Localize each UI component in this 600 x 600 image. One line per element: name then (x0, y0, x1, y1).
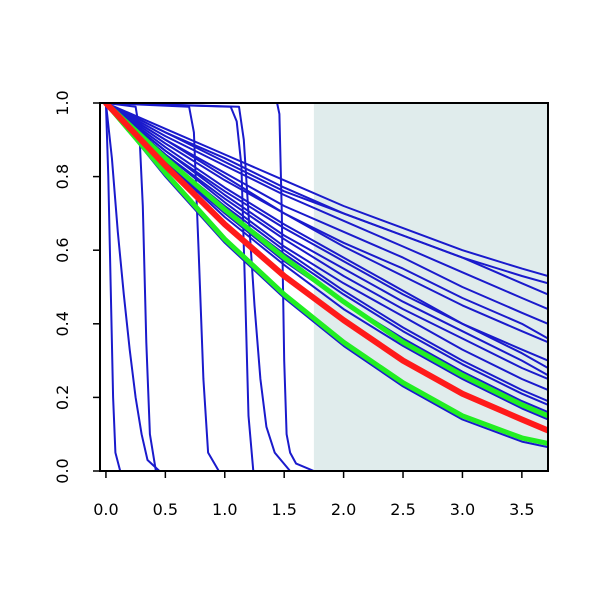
blue-curve-2 (104, 103, 548, 471)
plot-frame (99, 102, 549, 472)
x-tick-label: 2.5 (390, 500, 415, 519)
blue-curve-23 (104, 103, 548, 421)
series-layer (102, 103, 548, 471)
x-tick-label: 3.0 (450, 500, 475, 519)
blue-curve-10 (104, 103, 548, 377)
blue-curve-11 (104, 103, 548, 325)
blue-curve-20 (104, 103, 548, 362)
x-tick-label: 2.0 (331, 500, 356, 519)
red-curve-27 (102, 103, 548, 434)
axes-layer: 0.0 0.5 1.0 1.5 2.0 2.5 3.0 3.5 0.0 0.2 0.4 0.6 0.8 1… (53, 90, 549, 519)
blue-curve-14 (104, 103, 548, 311)
y-tick-label: 0.4 (53, 311, 72, 336)
green-curve-25 (103, 103, 548, 446)
x-tick-label: 0.0 (93, 500, 118, 519)
y-tick-label: 0.6 (53, 237, 72, 262)
blue-curve-1 (104, 103, 548, 471)
y-tick-label: 1.0 (53, 90, 72, 115)
blue-curve-15 (104, 103, 548, 285)
x-tick-label: 1.0 (212, 500, 237, 519)
blue-curve-4 (104, 103, 548, 471)
x-tick-label: 1.5 (271, 500, 296, 519)
y-tick-label: 0.2 (53, 385, 72, 410)
y-tick-label: 0.0 (53, 458, 72, 483)
blue-curve-19 (104, 103, 548, 380)
x-tick-label: 3.5 (509, 500, 534, 519)
shaded-region (313, 103, 548, 471)
blue-curve-7 (104, 103, 548, 471)
blue-curve-12 (104, 103, 548, 340)
green-curve-26 (103, 103, 548, 419)
x-tick-label: 0.5 (153, 500, 178, 519)
blue-curve-3 (104, 103, 548, 471)
blue-curve-16 (104, 103, 548, 277)
blue-curve-6 (104, 103, 548, 471)
y-tick-label: 0.8 (53, 164, 72, 189)
blue-curve-9 (104, 103, 548, 369)
blue-curve-8 (104, 103, 548, 344)
shaded-region-layer (313, 103, 548, 471)
